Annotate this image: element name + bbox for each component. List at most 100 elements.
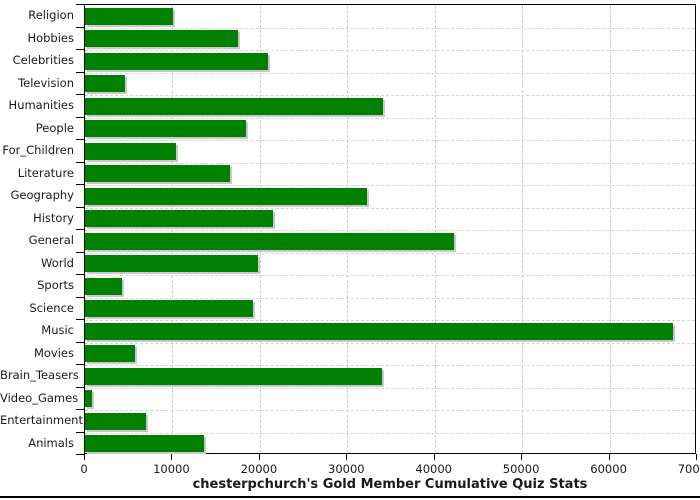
value-tick-label: 40000 bbox=[415, 462, 452, 476]
vertical-gridline bbox=[609, 5, 611, 453]
vertical-gridline bbox=[172, 5, 174, 453]
category-label: Brain_Teasers bbox=[0, 368, 79, 383]
value-tick-label: 10000 bbox=[153, 462, 190, 476]
value-tick bbox=[608, 454, 610, 460]
bar-history bbox=[85, 210, 273, 228]
category-tick bbox=[76, 274, 84, 275]
bar-humanities bbox=[85, 97, 384, 115]
category-tick bbox=[76, 4, 84, 5]
category-label: Animals bbox=[28, 435, 74, 450]
horizontal-gridline bbox=[85, 365, 695, 366]
vertical-gridline bbox=[259, 5, 261, 453]
horizontal-gridline bbox=[85, 207, 695, 209]
category-tick bbox=[76, 71, 84, 73]
category-tick bbox=[76, 454, 84, 455]
horizontal-gridline bbox=[85, 27, 695, 29]
bar-brain_teasers bbox=[85, 367, 383, 385]
value-tick bbox=[346, 454, 348, 460]
category-label: History bbox=[33, 210, 74, 225]
bar-animals bbox=[85, 435, 204, 453]
category-label: General bbox=[28, 233, 74, 248]
category-label: Television bbox=[18, 75, 74, 90]
category-label: Religion bbox=[28, 8, 74, 23]
value-tick-label: 0 bbox=[80, 462, 88, 476]
bar-music bbox=[85, 322, 674, 340]
horizontal-gridline bbox=[85, 230, 695, 231]
value-tick-label: 20000 bbox=[240, 462, 278, 476]
horizontal-gridline bbox=[85, 387, 695, 389]
horizontal-gridline bbox=[85, 162, 695, 164]
category-tick bbox=[76, 386, 84, 388]
bar-science bbox=[85, 300, 253, 318]
category-label: Hobbies bbox=[27, 30, 74, 45]
category-label: Music bbox=[41, 323, 74, 338]
bar-movies bbox=[85, 345, 135, 363]
value-tick bbox=[84, 454, 85, 460]
horizontal-gridline bbox=[85, 117, 695, 119]
category-tick bbox=[76, 409, 84, 410]
vertical-gridline bbox=[347, 5, 349, 453]
bar-television bbox=[85, 75, 126, 93]
horizontal-gridline bbox=[85, 342, 695, 344]
value-tick bbox=[258, 454, 260, 460]
category-tick bbox=[76, 116, 84, 118]
horizontal-gridline bbox=[85, 185, 695, 186]
plot-area bbox=[84, 4, 696, 454]
category-tick bbox=[76, 364, 84, 365]
horizontal-gridline bbox=[85, 297, 695, 299]
horizontal-gridline bbox=[85, 72, 695, 74]
category-tick bbox=[76, 431, 84, 433]
value-tick-label: 70000 bbox=[677, 462, 700, 476]
value-tick bbox=[171, 454, 173, 460]
category-label: Humanities bbox=[8, 98, 74, 113]
category-label: Movies bbox=[33, 345, 74, 360]
bar-celebrities bbox=[85, 52, 268, 70]
value-tick bbox=[433, 454, 435, 460]
bar-people bbox=[85, 120, 246, 138]
horizontal-gridline bbox=[85, 432, 695, 434]
vertical-gridline bbox=[434, 5, 436, 453]
category-label: People bbox=[35, 120, 74, 135]
category-label: Literature bbox=[17, 165, 74, 180]
bar-general bbox=[85, 232, 454, 250]
horizontal-gridline bbox=[85, 140, 695, 141]
bottom-divider-line bbox=[0, 496, 700, 498]
category-tick bbox=[76, 206, 84, 208]
category-tick bbox=[76, 319, 84, 320]
vertical-gridline bbox=[522, 5, 524, 453]
category-tick bbox=[76, 296, 84, 298]
category-tick bbox=[76, 184, 84, 185]
bar-hobbies bbox=[85, 30, 238, 48]
category-label: World bbox=[41, 255, 74, 270]
category-tick bbox=[76, 26, 84, 28]
category-tick bbox=[76, 251, 84, 253]
category-tick bbox=[76, 139, 84, 140]
category-tick bbox=[76, 161, 84, 163]
value-tick bbox=[696, 454, 697, 460]
horizontal-gridline bbox=[85, 50, 695, 51]
category-tick bbox=[76, 341, 84, 343]
horizontal-gridline bbox=[85, 320, 695, 321]
category-label: Video_Games bbox=[0, 390, 79, 405]
category-tick bbox=[76, 94, 84, 95]
bar-world bbox=[85, 255, 259, 273]
category-label: Entertainment bbox=[0, 413, 83, 428]
value-tick-label: 30000 bbox=[328, 462, 365, 476]
bar-entertainment bbox=[85, 412, 147, 430]
bar-video_games bbox=[85, 390, 93, 408]
horizontal-gridline bbox=[85, 410, 695, 411]
bar-literature bbox=[85, 165, 231, 183]
horizontal-gridline bbox=[85, 252, 695, 254]
category-label: Geography bbox=[10, 188, 75, 203]
value-tick bbox=[521, 454, 523, 460]
bar-for_children bbox=[85, 142, 176, 160]
chart-title: chesterpchurch's Gold Member Cumulative … bbox=[192, 477, 588, 492]
value-tick-label: 60000 bbox=[590, 462, 627, 476]
category-label: Sports bbox=[37, 278, 74, 293]
value-tick-label: 50000 bbox=[502, 462, 540, 476]
bar-sports bbox=[85, 277, 122, 295]
bar-geography bbox=[85, 187, 368, 205]
category-tick bbox=[76, 229, 84, 230]
horizontal-gridline bbox=[85, 95, 695, 96]
category-tick bbox=[76, 49, 84, 50]
